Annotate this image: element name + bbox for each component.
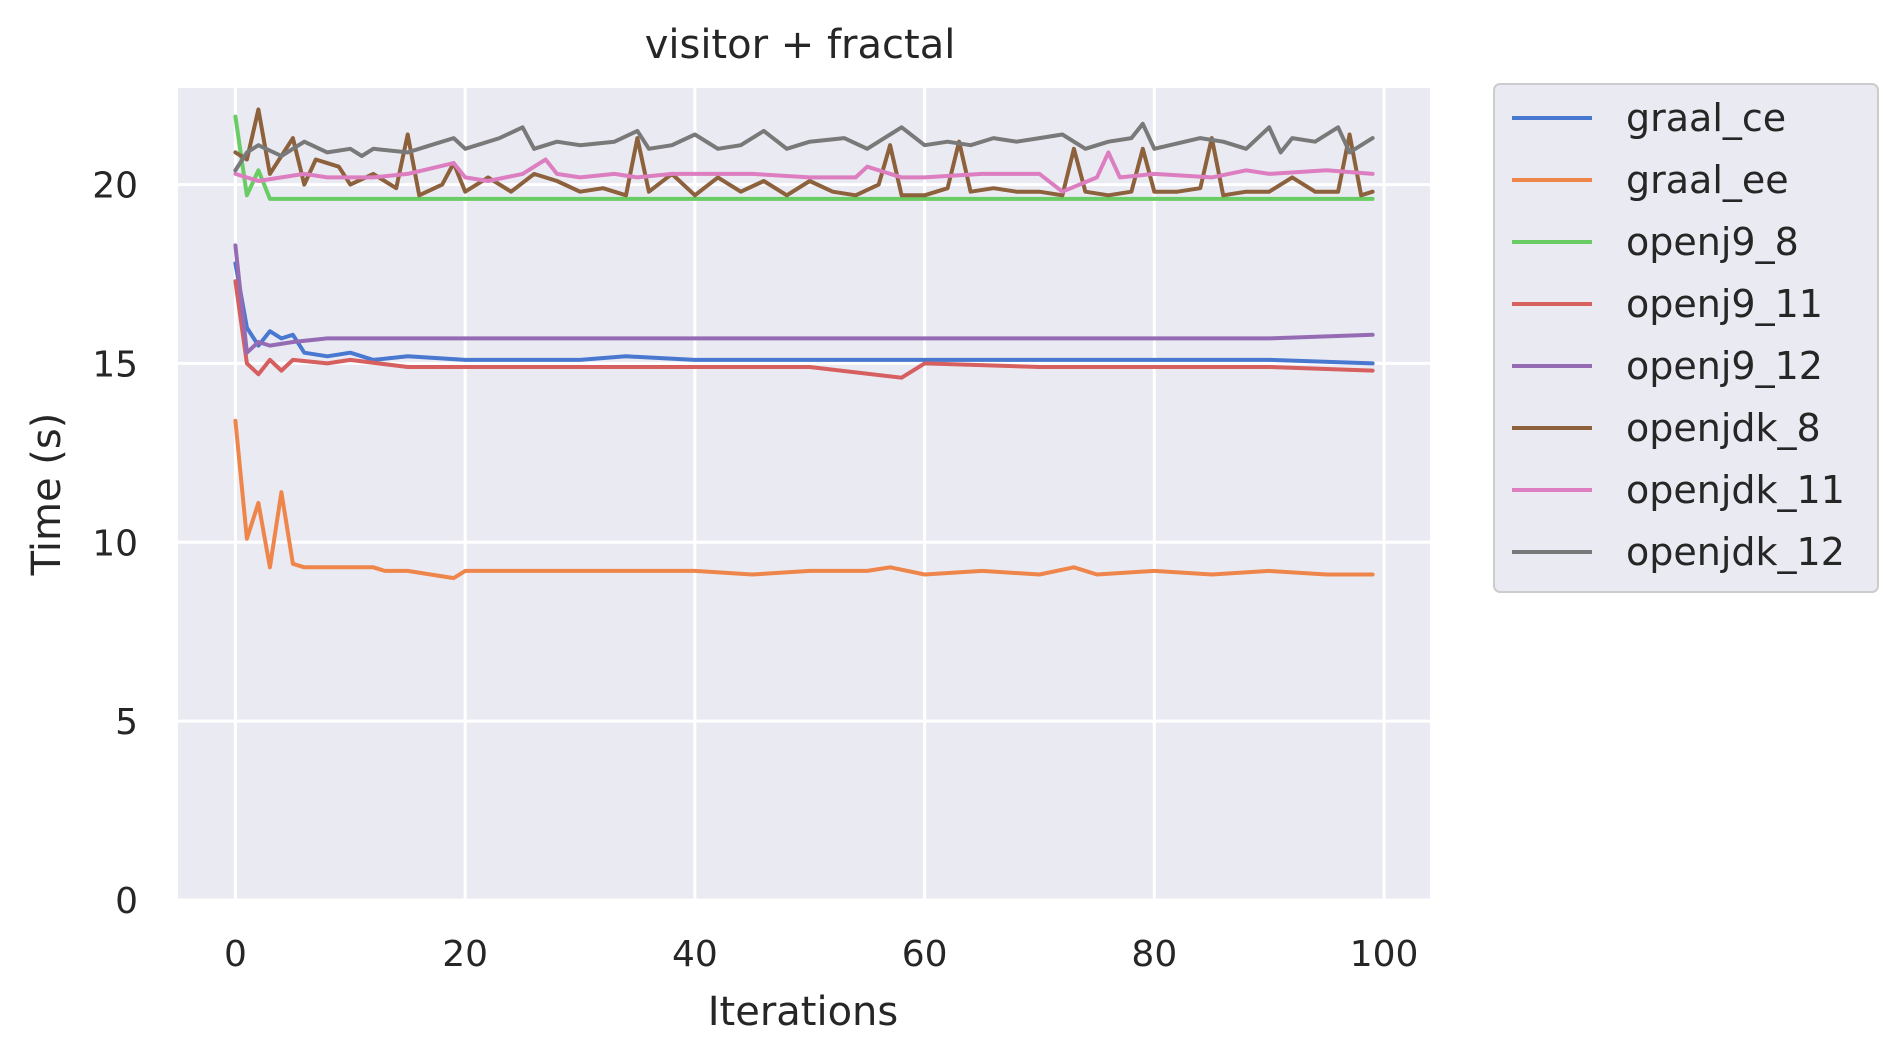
x-tick-labels: 0 20 40 60 80 100 <box>224 934 1418 975</box>
series-line-graal_ee <box>233 418 1375 581</box>
series-lines <box>233 107 1375 581</box>
x-tick-label: 0 <box>224 934 247 975</box>
legend-label-openjdk_8: openjdk_8 <box>1626 406 1821 450</box>
legend-label-openj9_12: openj9_12 <box>1626 344 1823 388</box>
series-line-openj9_12 <box>233 243 1375 355</box>
x-tick-label: 100 <box>1350 934 1419 975</box>
y-tick-label: 5 <box>115 702 138 743</box>
y-tick-labels: 0 5 10 15 20 <box>92 166 138 922</box>
x-tick-label: 40 <box>672 934 718 975</box>
legend-label-openjdk_11: openjdk_11 <box>1626 468 1845 512</box>
x-tick-label: 60 <box>902 934 948 975</box>
legend-label-openj9_11: openj9_11 <box>1626 282 1823 326</box>
legend-label-graal_ee: graal_ee <box>1626 158 1789 202</box>
legend-label-openjdk_12: openjdk_12 <box>1626 530 1845 574</box>
chart-title: visitor + fractal <box>645 22 956 68</box>
y-tick-label: 10 <box>92 523 138 564</box>
series-line-openjdk_12 <box>233 121 1375 173</box>
x-axis-label: Iterations <box>708 989 899 1035</box>
x-tick-label: 20 <box>442 934 488 975</box>
legend-frame <box>1493 83 1879 593</box>
series-line-openjdk_8 <box>233 107 1375 198</box>
legend-label-graal_ce: graal_ce <box>1626 96 1786 140</box>
y-tick-label: 20 <box>92 166 138 207</box>
plot-area <box>178 88 1430 900</box>
legend: graal_ce graal_ee openj9_8 openj9_11 openj9_… <box>1493 83 1879 593</box>
y-tick-label: 0 <box>115 881 138 922</box>
x-tick-label: 80 <box>1131 934 1177 975</box>
legend-label-openj9_8: openj9_8 <box>1626 220 1799 264</box>
y-axis-label: Time (s) <box>24 413 70 577</box>
series-line-openjdk_11 <box>233 150 1375 194</box>
series-line-graal_ce <box>233 261 1375 366</box>
y-tick-label: 15 <box>92 344 138 385</box>
series-line-openj9_11 <box>233 279 1375 380</box>
